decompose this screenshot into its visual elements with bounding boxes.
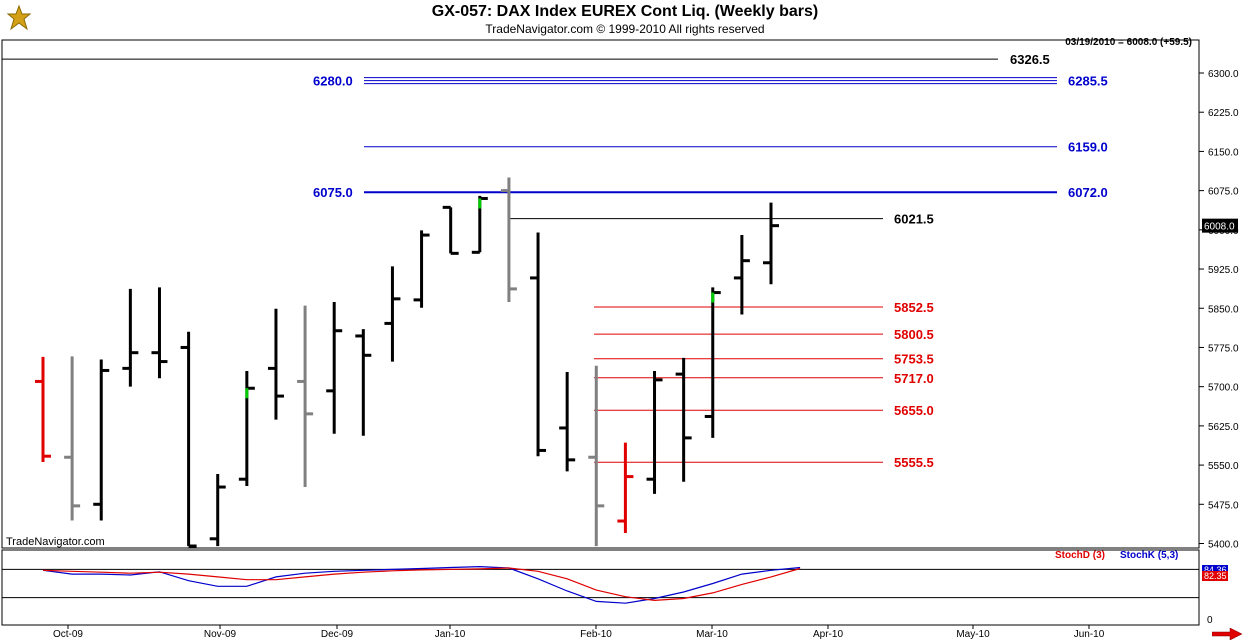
x-tick-label: Mar-10	[696, 629, 728, 640]
level-label: 6285.5	[1068, 74, 1108, 89]
level-label: 6326.5	[1010, 52, 1050, 67]
level-label: 6072.0	[1068, 185, 1108, 200]
x-tick-label: Jan-10	[435, 629, 466, 640]
y-tick-label: 5925.0	[1208, 265, 1239, 276]
chart-title: GX-057: DAX Index EUREX Cont Liq. (Weekl…	[431, 3, 819, 20]
level-label: 5753.5	[894, 352, 934, 367]
x-tick-label: Dec-09	[321, 629, 354, 640]
stochd-label: StochD (3)	[1055, 550, 1105, 561]
logo	[6, 4, 32, 31]
y-tick-label: 5475.0	[1208, 500, 1239, 511]
y-tick-label: 5700.0	[1208, 383, 1239, 394]
y-tick-label: 5775.0	[1208, 343, 1239, 354]
scroll-right-arrow-icon[interactable]	[1212, 628, 1242, 640]
level-label: 5717.0	[894, 371, 934, 386]
x-tick-label: Feb-10	[580, 629, 612, 640]
x-tick-label: May-10	[956, 629, 990, 640]
y-tick-label: 6300.0	[1208, 69, 1239, 80]
stochd-value-marker	[1202, 571, 1228, 581]
watermark-label: TradeNavigator.com	[6, 536, 105, 548]
stochk-value-marker	[1202, 565, 1228, 575]
stochk-value: 84.36	[1204, 565, 1227, 575]
price-pane-frame	[1, 39, 1200, 549]
level-label: 5800.5	[894, 327, 934, 342]
level-left-label: 6280.0	[313, 74, 353, 89]
last-price-info: 03/19/2010 = 6008.0 (+59.5)	[1065, 37, 1192, 48]
last-price-marker	[1202, 218, 1238, 233]
y-tick-label: 6075.0	[1208, 187, 1239, 198]
y-tick-label: 5625.0	[1208, 422, 1239, 433]
x-tick-label: Oct-09	[53, 629, 83, 640]
y-tick-label: 5550.0	[1208, 461, 1239, 472]
last-price-label: 6008.0	[1204, 222, 1235, 233]
stochd-value: 82.35	[1204, 571, 1227, 581]
x-tick-label: Jun-10	[1074, 629, 1105, 640]
trade-navigator-logo-icon	[6, 4, 32, 31]
level-label: 5555.5	[894, 455, 934, 470]
level-label: 5852.5	[894, 300, 934, 315]
stochd-line	[42, 567, 801, 602]
y-tick-label: 6225.0	[1208, 108, 1239, 119]
y-tick-label: 6150.0	[1208, 147, 1239, 158]
level-label: 6159.0	[1068, 140, 1108, 155]
stoch-axis-label: 0	[1207, 615, 1213, 626]
stochk-label: StochK (5,3)	[1120, 550, 1179, 561]
stochk-line	[42, 565, 801, 604]
y-tick-label: 5850.0	[1208, 304, 1239, 315]
level-left-label: 6075.0	[313, 185, 353, 200]
chart-subtitle: TradeNavigator.com © 1999-2010 All right…	[485, 22, 765, 36]
stoch-pane-frame	[1, 549, 1200, 626]
x-tick-label: Apr-10	[813, 629, 843, 640]
x-tick-label: Nov-09	[204, 629, 237, 640]
level-label: 6021.5	[894, 212, 934, 227]
level-label: 5655.0	[894, 403, 934, 418]
y-tick-label: 5400.0	[1208, 540, 1239, 551]
